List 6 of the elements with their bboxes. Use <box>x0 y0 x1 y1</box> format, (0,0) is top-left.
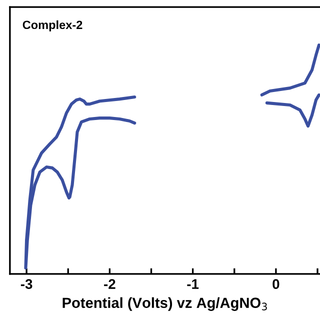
x-tick-label: 0 <box>272 279 280 289</box>
x-tick-label: -3 <box>20 279 32 289</box>
x-tick-label: -2 <box>104 279 116 289</box>
x-tick-label: -1 <box>187 279 199 289</box>
x-axis-title: Potential (Volts) vz Ag/AgNO$_{3}$ <box>62 297 267 311</box>
text: Complex-2 <box>22 20 82 32</box>
